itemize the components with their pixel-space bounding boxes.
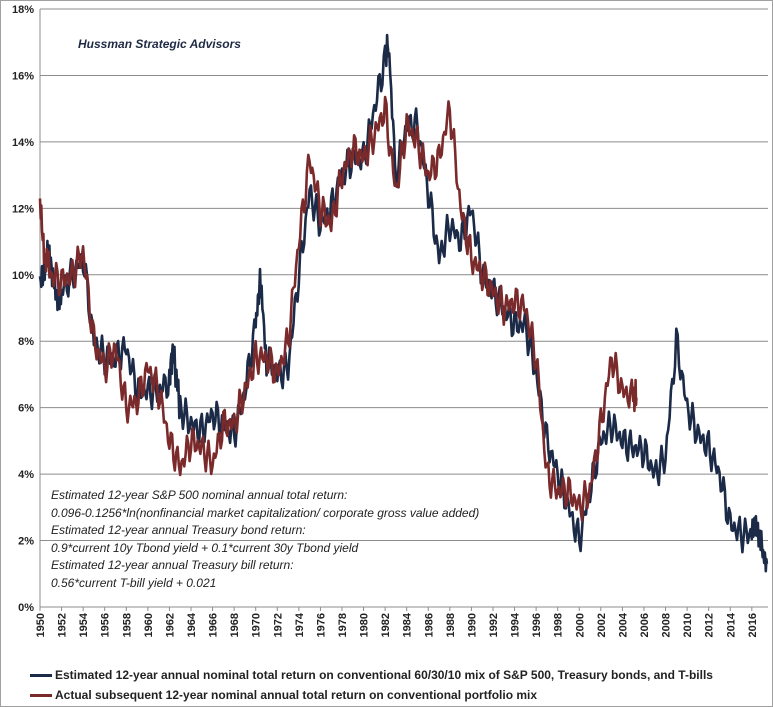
x-tick-label: 2012 — [704, 613, 716, 637]
x-tick-label: 1978 — [337, 613, 349, 637]
x-tick-label: 1958 — [121, 613, 133, 637]
x-tick-label: 1980 — [359, 613, 371, 637]
x-tick-label: 1974 — [294, 612, 306, 637]
x-tick-label: 1950 — [35, 613, 47, 637]
x-tick-label: 1992 — [488, 613, 500, 637]
x-tick-label: 1996 — [531, 613, 543, 637]
legend-item-actual: Actual subsequent 12-year nominal annual… — [30, 688, 537, 702]
legend-swatch — [30, 693, 52, 697]
x-tick-label: 1964 — [186, 612, 198, 637]
series-line-estimated — [38, 33, 769, 573]
watermark-text: Hussman Strategic Advisors — [78, 37, 241, 51]
x-tick-label: 1972 — [272, 613, 284, 637]
y-tick-label: 6% — [18, 403, 34, 415]
series-line-actual — [38, 95, 638, 522]
x-tick-label: 1960 — [143, 613, 155, 637]
x-tick-label: 1988 — [445, 613, 457, 637]
x-tick-label: 1968 — [229, 613, 241, 637]
x-tick-label: 1990 — [466, 613, 478, 637]
y-tick-label: 14% — [12, 137, 34, 149]
x-tick-label: 1962 — [164, 613, 176, 637]
y-tick-label: 10% — [12, 270, 34, 282]
x-tick-label: 2000 — [574, 613, 586, 637]
x-tick-label: 1998 — [553, 613, 565, 637]
legend-swatch — [30, 673, 52, 677]
x-tick-label: 2008 — [661, 613, 673, 637]
annotation-line: Estimated 12-year annual Treasury bond r… — [51, 523, 306, 537]
y-tick-label: 16% — [12, 70, 34, 82]
legend-item-estimated: Estimated 12-year annual nominal total r… — [30, 668, 713, 682]
x-tick-label: 1994 — [510, 612, 522, 637]
x-tick-label: 1986 — [423, 613, 435, 637]
annotation-line: 0.9*current 10y Tbond yield + 0.1*curren… — [51, 541, 359, 555]
y-tick-label: 12% — [12, 203, 34, 215]
x-tick-label: 2004 — [617, 612, 629, 637]
legend-label: Actual subsequent 12-year nominal annual… — [55, 688, 538, 702]
x-tick-label: 1984 — [402, 612, 414, 637]
x-tick-label: 1956 — [100, 613, 112, 637]
annotation-line: Estimated 12-year S&P 500 nominal annual… — [51, 488, 348, 502]
y-tick-label: 8% — [18, 336, 34, 348]
x-tick-label: 2002 — [596, 613, 608, 637]
annotation-line: Estimated 12-year annual Treasury bill r… — [51, 558, 294, 572]
x-tick-label: 1952 — [57, 613, 69, 637]
x-tick-label: 2014 — [725, 612, 737, 637]
x-tick-label: 1982 — [380, 613, 392, 637]
x-tick-label: 1954 — [78, 612, 90, 637]
x-tick-label: 1966 — [208, 613, 220, 637]
annotation-line: 0.096-0.1256*ln(nonfinancial market capi… — [51, 506, 480, 520]
y-tick-label: 0% — [18, 602, 34, 614]
x-tick-label: 2016 — [747, 613, 759, 637]
x-tick-label: 1970 — [251, 613, 263, 637]
x-tick-label: 2010 — [682, 613, 694, 637]
x-tick-label: 2006 — [639, 613, 651, 637]
legend-label: Estimated 12-year annual nominal total r… — [55, 668, 713, 682]
y-tick-label: 18% — [12, 4, 34, 16]
y-tick-label: 4% — [18, 469, 34, 481]
annotation-line: 0.56*current T-bill yield + 0.021 — [51, 576, 217, 590]
x-tick-label: 1976 — [315, 613, 327, 637]
y-tick-label: 2% — [18, 536, 34, 548]
